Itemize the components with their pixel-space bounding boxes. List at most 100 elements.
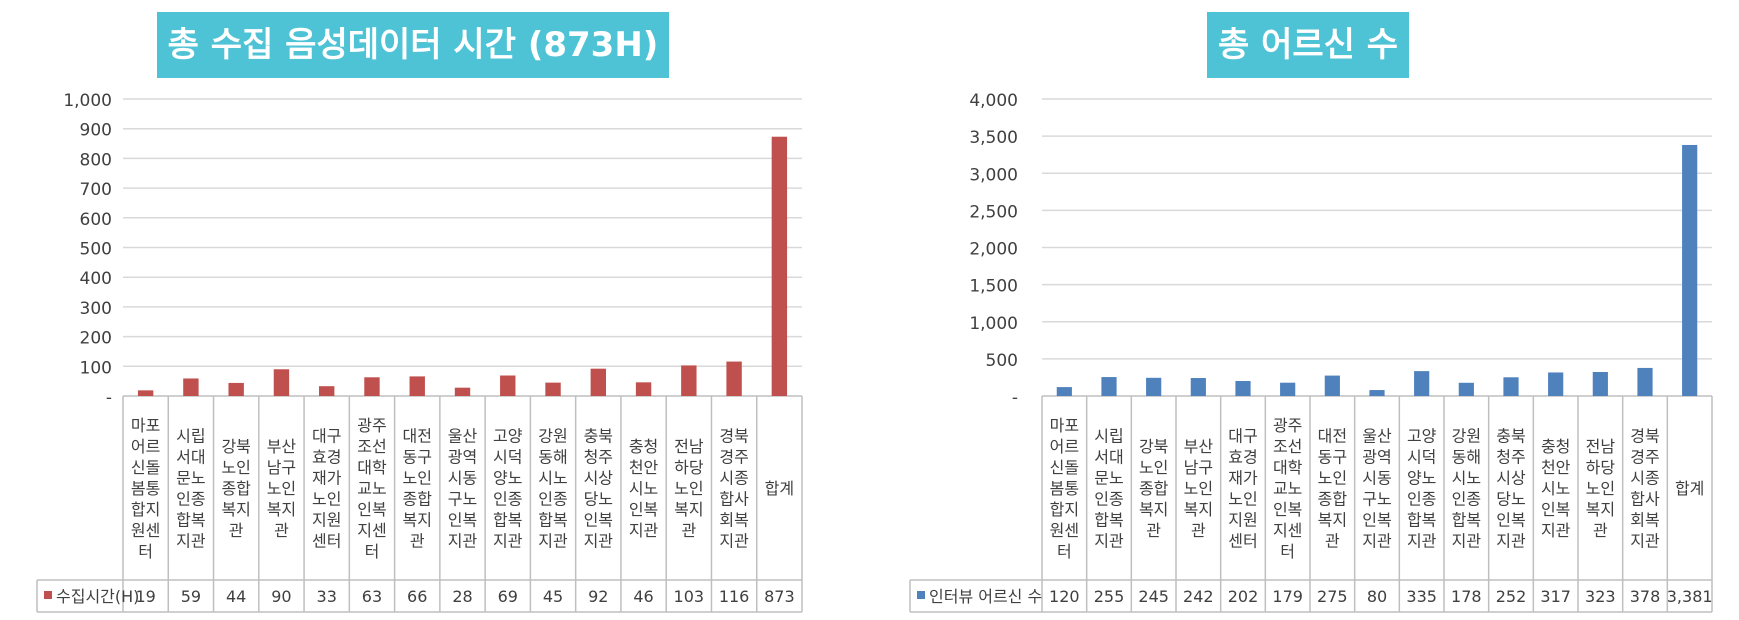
legend-label: 인터뷰 어르신 수: [929, 587, 1042, 606]
y-tick-label: 500: [986, 351, 1018, 371]
data-table-value: 255: [1094, 587, 1125, 606]
category-label: 전남 하당 노인 복지 관: [674, 437, 704, 540]
y-tick-label: 4,000: [969, 91, 1018, 111]
y-tick-label: 1,500: [969, 277, 1018, 297]
category-label: 마포 어르 신돌 봄통 합지 원센 터: [131, 416, 160, 561]
legend-swatch: [44, 591, 52, 599]
data-table-value: 92: [588, 587, 608, 606]
category-label: 울산 광역 시동 구노 인복 지관: [1362, 427, 1392, 551]
bar: [1101, 377, 1117, 396]
data-table-value: 335: [1406, 587, 1437, 606]
bar: [1548, 372, 1564, 396]
bar: [1369, 390, 1385, 396]
data-table-value: 378: [1630, 587, 1661, 606]
data-table-value: 252: [1496, 587, 1527, 606]
bar: [1414, 371, 1430, 396]
data-table-value: 873: [764, 587, 795, 606]
category-label: 강원 동해 시노 인종 합복 지관: [538, 427, 568, 551]
data-table-value: 69: [498, 587, 518, 606]
bar: [590, 368, 606, 396]
bar: [1592, 372, 1608, 396]
y-tick-label: 500: [80, 240, 112, 260]
bar: [1146, 377, 1162, 396]
category-label: 경북 경주 시종 합사 회복 지관: [719, 427, 749, 551]
bar: [1458, 382, 1474, 396]
data-table-value: 28: [452, 587, 472, 606]
y-tick-label: 3,500: [969, 128, 1018, 148]
y-tick-label: 1,000: [969, 314, 1018, 334]
category-label: 합계: [1675, 479, 1704, 498]
data-table-value: 80: [1367, 587, 1387, 606]
y-tick-label: -: [1012, 388, 1018, 408]
data-table-value: 179: [1272, 587, 1303, 606]
category-label: 부산 남구 노인 복지 관: [1184, 437, 1214, 540]
category-label: 충청 천안 시노 인복 지관: [1541, 437, 1571, 540]
bar: [545, 382, 561, 396]
bar: [1324, 375, 1340, 396]
bar: [1056, 387, 1072, 396]
bar: [364, 377, 380, 396]
y-tick-label: 2,000: [969, 240, 1018, 260]
bar-chart-senior-count: - 500 1,000 1,500 2,000 2,500 3,000 3,500 4,000 마…: [909, 91, 1713, 613]
y-tick-label: 3,000: [969, 165, 1018, 185]
legend-label: 수집시간(H): [56, 587, 139, 606]
data-table-value: 178: [1451, 587, 1482, 606]
data-table-value: 45: [543, 587, 563, 606]
chart-title-collection-hours: 총 수집 음성데이터 시간 (873H): [157, 12, 669, 78]
y-tick-label: 400: [80, 269, 112, 289]
category-label: 고양 시덕 양노 인종 합복 지관: [1407, 427, 1437, 551]
category-label: 부산 남구 노인 복지 관: [267, 437, 297, 540]
y-tick-label: 900: [80, 121, 112, 141]
bar: [137, 390, 154, 396]
y-tick-label: 300: [80, 299, 112, 319]
category-label: 시립 서대 문노 인종 합복 지관: [1094, 427, 1124, 551]
y-tick-label: 200: [80, 329, 112, 349]
category-label: 경북 경주 시종 합사 회복 지관: [1630, 427, 1660, 551]
y-tick-label: 1,000: [63, 91, 112, 111]
y-tick-label: 800: [80, 150, 112, 170]
category-label: 충북 청주 시상 당노 인복 지관: [1496, 427, 1526, 551]
y-tick-label: 700: [80, 180, 112, 200]
data-table-value: 44: [226, 587, 246, 606]
data-table-value: 242: [1183, 587, 1214, 606]
data-table-value: 202: [1228, 587, 1259, 606]
bar: [319, 386, 335, 396]
bar: [1280, 382, 1296, 396]
category-label: 강북 노인 종합 복지 관: [1139, 437, 1169, 540]
data-table-value: 116: [719, 587, 750, 606]
y-tick-label: 600: [80, 210, 112, 230]
bar: [1235, 381, 1251, 396]
category-label: 충청 천안 시노 인복 지관: [629, 437, 659, 540]
bar: [500, 375, 516, 396]
data-table-value: 120: [1049, 587, 1080, 606]
category-label: 고양 시덕 양노 인종 합복 지관: [493, 427, 523, 551]
category-label: 광주 조선 대학 교노 인복 지센 터: [357, 416, 387, 561]
bar: [635, 382, 652, 396]
bar: [228, 382, 244, 396]
data-table-value: 317: [1540, 587, 1571, 606]
bar: [1503, 377, 1519, 396]
category-label: 대구 효경 재가 노인 지원 센터: [312, 427, 342, 551]
data-table-value: 63: [362, 587, 382, 606]
bar-chart-collection-hours: - 100 200 300 400 500 600 700 800 900 1,000 마포 어르 신돌 봄…: [36, 91, 803, 613]
bar: [681, 365, 697, 396]
data-table-value: 46: [633, 587, 653, 606]
data-table-value: 275: [1317, 587, 1348, 606]
data-table-value: 59: [181, 587, 201, 606]
bar: [1682, 144, 1698, 396]
data-table-value: 323: [1585, 587, 1616, 606]
category-label: 대전 동구 노인 종합 복지 관: [1318, 427, 1348, 551]
category-label: 강원 동해 시노 인종 합복 지관: [1452, 427, 1482, 551]
category-label: 전남 하당 노인 복지 관: [1586, 437, 1616, 540]
y-tick-label: -: [106, 388, 112, 408]
category-label: 강북 노인 종합 복지 관: [221, 437, 251, 540]
data-table-value: 245: [1138, 587, 1169, 606]
data-table-value: 103: [674, 587, 705, 606]
category-label: 충북 청주 시상 당노 인복 지관: [584, 427, 614, 551]
y-tick-label: 2,500: [969, 202, 1018, 222]
data-table-value: 19: [135, 587, 155, 606]
chart-title-senior-count: 총 어르신 수: [1207, 12, 1409, 78]
bar: [771, 136, 788, 396]
bar: [183, 378, 199, 396]
category-label: 마포 어르 신돌 봄통 합지 원센 터: [1050, 416, 1079, 561]
